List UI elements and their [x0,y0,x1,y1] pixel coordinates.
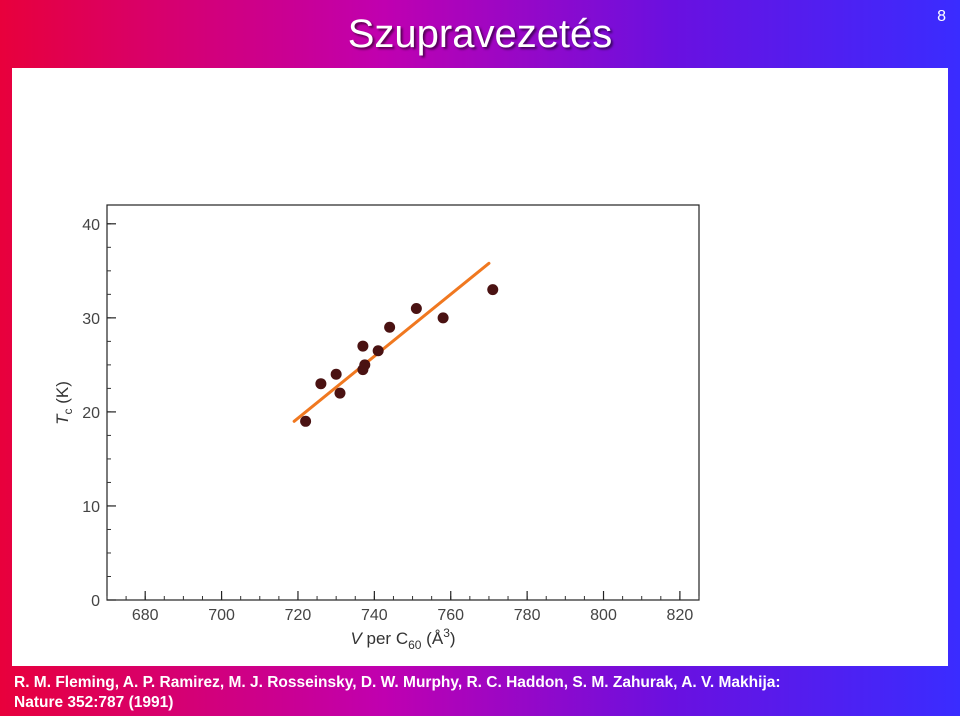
x-tick-label: 780 [514,607,541,624]
y-tick-label: 30 [82,311,100,328]
data-point [357,340,369,352]
data-point [330,368,342,380]
x-axis-close: ) [450,629,456,648]
x-tick-label: 680 [132,607,159,624]
x-tick-label: 720 [285,607,312,624]
y-tick-label: 0 [91,593,100,610]
citation-journal: Nature 352:787 (1991) [14,694,174,711]
x-axis-text: per C [362,629,408,648]
slide-title: Szupravezetés [347,12,613,56]
data-point [487,284,499,296]
data-point [300,415,312,427]
x-axis-var: V [350,629,363,648]
data-point [437,312,449,324]
x-axis-label: V per C60 (Å3) [350,626,455,652]
y-axis-var: T [53,413,72,425]
data-point [384,321,396,333]
x-tick-label: 700 [208,607,235,624]
x-tick-label: 800 [590,607,617,624]
y-tick-label: 40 [82,217,100,234]
data-point [334,387,346,399]
y-axis-unit: (K) [53,381,72,408]
y-tick-label: 20 [82,405,100,422]
x-tick-label: 760 [437,607,464,624]
data-point [315,378,327,390]
data-point [359,359,371,371]
x-axis-unit: (Å [421,629,443,648]
plot-frame [106,204,700,601]
y-tick-label: 10 [82,499,100,516]
data-point [410,302,422,314]
x-tick-label: 740 [361,607,388,624]
citation-authors: R. M. Fleming, A. P. Ramirez, M. J. Ross… [14,674,781,691]
x-tick-label: 820 [667,607,694,624]
page-number: 8 [937,8,946,25]
citation: R. M. Fleming, A. P. Ramirez, M. J. Ross… [14,673,944,713]
y-axis-label: Tc (K) [53,381,75,425]
data-point [372,345,384,357]
x-axis-sub: 60 [408,638,422,652]
scatter-chart: 680 700 720 740 760 780 800 820 0 10 20 30 40 Tc (K)… [53,204,700,652]
fit-line [292,261,491,423]
x-axis-sup: 3 [443,626,450,640]
y-axis-sub: c [61,409,75,415]
figure-panel: 680 700 720 740 760 780 800 820 0 10 20 30 40 Tc (K)… [12,68,948,666]
